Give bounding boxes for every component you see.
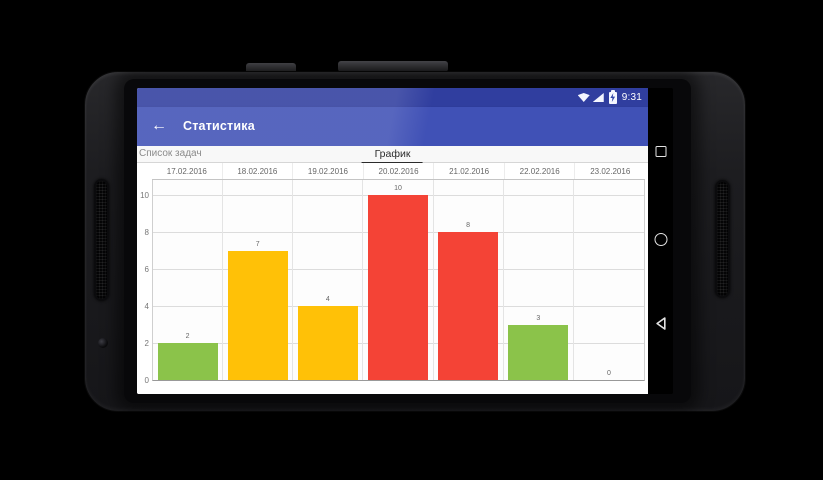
bar-value-label: 8 [466, 222, 471, 229]
tab-chart[interactable]: График [362, 146, 423, 164]
recents-icon[interactable] [655, 146, 666, 157]
x-axis-header: 17.02.2016 18.02.2016 19.02.2016 20.02.2016… [152, 163, 645, 180]
chart-column: 0 [574, 180, 644, 380]
header-block: 9:31 ← Статистика [137, 88, 648, 146]
y-axis-label: 4 [144, 302, 149, 311]
navigation-bar [648, 88, 673, 394]
chart-bar [227, 250, 288, 380]
app-bar: ← Статистика [137, 107, 648, 146]
status-time: 9:31 [621, 92, 642, 103]
date-header-cell: 21.02.2016 [434, 163, 505, 179]
tab-chart-label: График [374, 148, 411, 160]
y-axis-label: 10 [140, 191, 149, 200]
tab-task-list[interactable]: Список задач [139, 148, 202, 159]
chart-column: 2 [153, 180, 224, 380]
date-header-cell: 20.02.2016 [364, 163, 435, 179]
chart-column: 10 [363, 180, 434, 380]
chart-column: 8 [434, 180, 504, 380]
chart-bar [297, 306, 358, 380]
bottom-speaker-grille [715, 180, 730, 298]
date-header-cell: 18.02.2016 [223, 163, 294, 179]
date-header-cell: 17.02.2016 [152, 163, 223, 179]
bar-chart: 17.02.2016 18.02.2016 19.02.2016 20.02.2016… [137, 163, 648, 394]
bar-value-label: 4 [325, 296, 330, 303]
date-header-cell: 22.02.2016 [505, 163, 576, 179]
front-camera [98, 338, 108, 348]
chart-column: 7 [223, 180, 294, 380]
page-title: Статистика [183, 119, 255, 133]
cell-signal-icon [592, 93, 604, 102]
back-arrow-icon[interactable]: ← [151, 117, 167, 134]
chart-bar [438, 232, 499, 380]
plot-area: 2 7 4 10 8 3 0 [152, 180, 645, 381]
date-header-cell: 23.02.2016 [590, 167, 631, 176]
tab-strip: Список задач График [137, 146, 648, 164]
chart-bar [367, 195, 428, 380]
bar-value-label: 3 [536, 314, 541, 322]
back-icon[interactable] [653, 316, 668, 331]
bar-value-label: 10 [394, 185, 402, 192]
y-axis-label: 8 [144, 228, 149, 237]
status-bar: 9:31 [137, 88, 648, 107]
y-axis-label: 0 [144, 376, 149, 385]
bar-value-label: 2 [185, 333, 190, 340]
power-button [246, 63, 296, 74]
charging-bolt-icon [610, 93, 616, 102]
wifi-icon [577, 93, 590, 102]
app-content: 9:31 ← Статистика Список задач График 17… [137, 88, 648, 394]
tab-selected-indicator [362, 161, 423, 164]
chart-column: 3 [504, 180, 574, 380]
chart-column: 4 [293, 180, 364, 380]
bar-value-label: 7 [255, 240, 260, 248]
battery-charging-icon [608, 90, 617, 104]
chart-bar [157, 343, 218, 380]
date-header-cell: 19.02.2016 [293, 163, 364, 179]
y-axis-label: 2 [144, 339, 149, 348]
chart-bar [508, 324, 569, 380]
volume-button [338, 61, 448, 72]
bar-value-label: 0 [606, 370, 611, 377]
home-icon[interactable] [654, 233, 667, 246]
earpiece-speaker-grille [94, 179, 109, 301]
phone-screen: 9:31 ← Статистика Список задач График 17… [137, 88, 673, 394]
y-axis-label: 6 [144, 265, 149, 274]
status-icons: 9:31 [577, 88, 642, 107]
